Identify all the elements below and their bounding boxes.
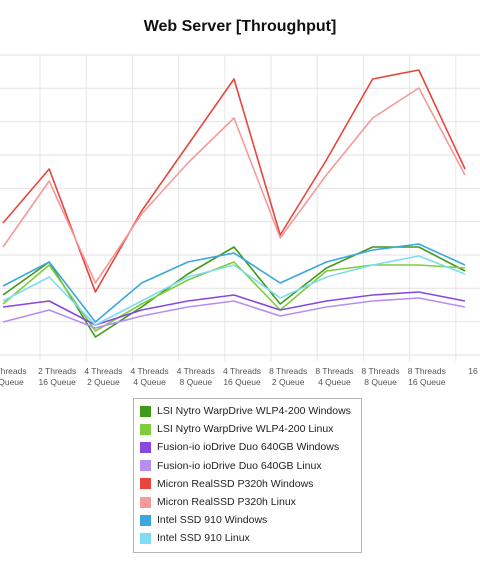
legend-label: Fusion-io ioDrive Duo 640GB Windows <box>157 441 340 454</box>
x-tick-label: 8 Threads <box>408 366 446 376</box>
legend-swatch <box>140 514 151 526</box>
x-tick-label: 8 Threads <box>315 366 353 376</box>
legend-swatch <box>140 478 151 490</box>
series-line-5 <box>2 87 466 284</box>
legend-item: Fusion-io ioDrive Duo 640GB Windows <box>134 438 361 456</box>
legend-label: Intel SSD 910 Linux <box>157 532 250 545</box>
legend: LSI Nytro WarpDrive WLP4-200 Windows LSI … <box>133 398 362 553</box>
legend-label: Intel SSD 910 Windows <box>157 514 268 527</box>
legend-item: Intel SSD 910 Windows <box>134 511 361 529</box>
series-line-2 <box>2 291 466 326</box>
x-tick-label: 2 Queue <box>272 377 305 387</box>
x-tick-label: 8 Queue <box>179 377 212 387</box>
series-line-6 <box>2 243 466 323</box>
series-line-4 <box>2 69 466 293</box>
legend-item: Micron RealSSD P320h Linux <box>134 493 361 511</box>
legend-swatch <box>140 532 151 544</box>
x-tick-label: 2 Threads <box>38 366 76 376</box>
chart-title: Web Server [Throughput] <box>143 18 337 35</box>
legend-label: Fusion-io ioDrive Duo 640GB Linux <box>157 459 322 472</box>
legend-item: LSI Nytro WarpDrive WLP4-200 Linux <box>134 420 361 438</box>
x-tick-label: 16 Queue <box>39 377 77 387</box>
x-tick-label: 2 Queue <box>87 377 120 387</box>
legend-item: LSI Nytro WarpDrive WLP4-200 Windows <box>134 402 361 420</box>
legend-swatch <box>140 441 151 453</box>
legend-item: Micron RealSSD P320h Windows <box>134 475 361 493</box>
x-tick-label: 4 Threads <box>177 366 215 376</box>
x-tick-label: 8 Threads <box>362 366 400 376</box>
legend-label: LSI Nytro WarpDrive WLP4-200 Linux <box>157 423 334 436</box>
series-line-0 <box>2 246 466 338</box>
legend-label: Micron RealSSD P320h Linux <box>157 496 296 509</box>
legend-swatch <box>140 460 151 472</box>
series-line-3 <box>2 297 466 329</box>
x-tick-label: 16 Queue <box>223 377 261 387</box>
x-tick-label: 4 Threads <box>223 366 261 376</box>
legend-swatch <box>140 496 151 508</box>
x-tick-label: 4 Threads <box>131 366 169 376</box>
series-lines <box>2 69 466 338</box>
legend-swatch <box>140 423 151 435</box>
legend-swatch <box>140 405 151 417</box>
x-tick-label: 8 Queue <box>364 377 397 387</box>
series-line-1 <box>2 261 466 332</box>
x-tick-label: 4 Queue <box>318 377 351 387</box>
legend-item: Fusion-io ioDrive Duo 640GB Linux <box>134 457 361 475</box>
x-tick-label: 4 Queue <box>133 377 166 387</box>
x-tick-label: 16 Queue <box>408 377 446 387</box>
legend-label: Micron RealSSD P320h Windows <box>157 477 314 490</box>
legend-item: Intel SSD 910 Linux <box>134 529 361 547</box>
x-tick-label: 4 Threads <box>84 366 122 376</box>
x-tick-label: 16 <box>468 366 478 376</box>
x-tick-label: Threads <box>0 366 27 376</box>
x-tick-label: 8 Threads <box>269 366 307 376</box>
x-tick-label: Queue <box>0 377 24 387</box>
legend-label: LSI Nytro WarpDrive WLP4-200 Windows <box>157 405 351 418</box>
series-line-7 <box>2 255 466 326</box>
